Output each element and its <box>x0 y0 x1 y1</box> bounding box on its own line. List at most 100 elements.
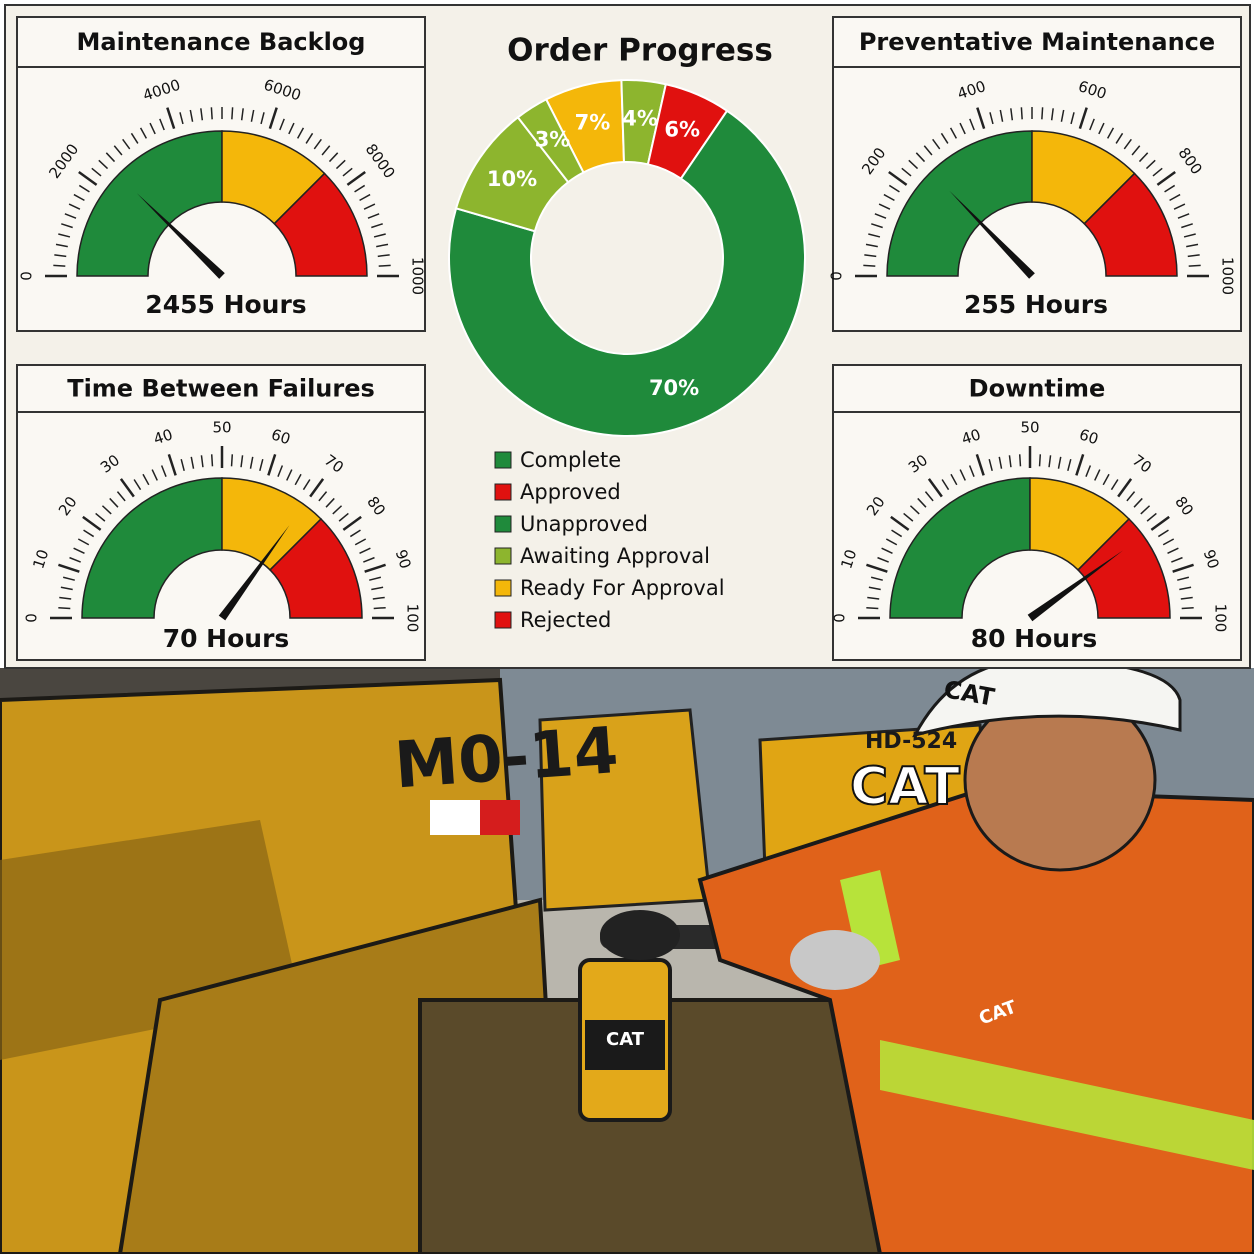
donut-slice <box>516 98 585 184</box>
minor-tick <box>1018 454 1022 467</box>
minor-tick <box>77 538 90 546</box>
minor-tick <box>1067 458 1072 471</box>
legend-label: Unapproved <box>520 512 648 536</box>
minor-tick <box>371 223 383 229</box>
major-tick <box>1172 563 1194 573</box>
slice-label: 70% <box>649 376 699 400</box>
minor-tick <box>62 576 75 581</box>
wrench-logo: CAT <box>606 1029 645 1050</box>
minor-tick <box>142 473 150 486</box>
minor-tick <box>83 529 95 538</box>
legend-swatch <box>494 451 512 469</box>
gauge-band <box>273 172 368 277</box>
major-tick <box>167 454 177 476</box>
major-tick <box>309 478 325 498</box>
slice-label: 4% <box>622 107 658 131</box>
minor-tick <box>908 159 919 170</box>
minor-tick <box>250 109 255 122</box>
major-tick <box>1156 170 1176 186</box>
minor-tick <box>210 107 213 120</box>
slice-label: 7% <box>575 110 611 134</box>
minor-tick <box>1169 193 1181 202</box>
machine-stripe-red <box>480 800 520 835</box>
gauge-tick-label: 90 <box>392 547 415 571</box>
gauge-value-label: 255 Hours <box>964 290 1108 319</box>
minor-tick <box>949 127 958 139</box>
donut-slice <box>448 109 806 437</box>
minor-tick <box>133 479 142 491</box>
minor-tick <box>1138 152 1149 163</box>
legend-swatch <box>494 579 512 597</box>
major-tick <box>78 170 98 186</box>
minor-tick <box>868 586 881 591</box>
minor-tick <box>870 576 883 581</box>
major-tick <box>1075 454 1085 476</box>
minor-tick <box>61 223 73 229</box>
gauge-band <box>889 477 1031 619</box>
minor-tick <box>249 456 254 469</box>
minor-tick <box>1181 223 1193 229</box>
minor-tick <box>969 118 975 131</box>
gauge-tick-label: 40 <box>151 425 175 448</box>
minor-tick <box>923 145 933 156</box>
minor-tick <box>359 193 371 202</box>
major-tick <box>976 107 986 129</box>
legend-label: Ready For Approval <box>520 576 725 600</box>
major-tick <box>268 107 278 129</box>
minor-tick <box>373 606 386 610</box>
minor-tick <box>888 184 900 193</box>
gauge-tick-label: 1000 <box>409 257 427 295</box>
legend-swatch <box>494 483 512 501</box>
minor-tick <box>139 127 148 139</box>
minor-tick <box>865 243 878 248</box>
minor-tick <box>240 455 244 468</box>
minor-tick <box>286 469 293 481</box>
minor-tick <box>1152 167 1163 177</box>
gauge-title: Time Between Failures <box>67 375 375 403</box>
minor-tick <box>871 223 883 229</box>
gauge-needle <box>949 190 1035 279</box>
minor-tick <box>372 596 385 600</box>
minor-tick <box>296 127 305 139</box>
major-tick <box>890 515 910 531</box>
minor-tick <box>73 193 85 202</box>
minor-tick <box>367 213 380 219</box>
minor-tick <box>1050 108 1054 121</box>
gauge-needle <box>136 193 225 279</box>
minor-tick <box>1188 264 1201 267</box>
minor-tick <box>1145 159 1156 170</box>
minor-tick <box>109 497 119 508</box>
minor-tick <box>1106 127 1115 139</box>
hard-hat <box>912 657 1182 738</box>
minor-tick <box>116 491 126 502</box>
minor-tick <box>58 233 71 238</box>
minor-tick <box>1048 455 1052 468</box>
minor-tick <box>305 132 314 144</box>
machine-id: HD-524 <box>865 729 957 754</box>
slice-label: 10% <box>487 167 537 191</box>
minor-tick <box>1179 586 1192 591</box>
gauge-title: Maintenance Backlog <box>77 28 366 56</box>
minor-tick <box>941 479 950 491</box>
minor-tick <box>1164 184 1176 193</box>
minor-tick <box>318 491 328 502</box>
gauge-tick-label: 10 <box>29 547 52 571</box>
gauge-value-label: 2455 Hours <box>145 290 306 319</box>
gauge-tick-label: 0 <box>828 271 846 281</box>
gauge-tick-label: 100 <box>1212 604 1230 633</box>
minor-tick <box>325 497 335 508</box>
minor-tick <box>1140 505 1151 515</box>
minor-tick <box>1133 497 1143 508</box>
minor-tick <box>988 458 993 471</box>
minor-tick <box>240 108 244 121</box>
minor-tick <box>1008 455 1012 468</box>
minor-tick <box>1070 112 1075 125</box>
minor-tick <box>332 505 343 515</box>
minor-tick <box>68 203 81 210</box>
minor-tick <box>1183 233 1196 238</box>
major-tick <box>346 170 366 186</box>
